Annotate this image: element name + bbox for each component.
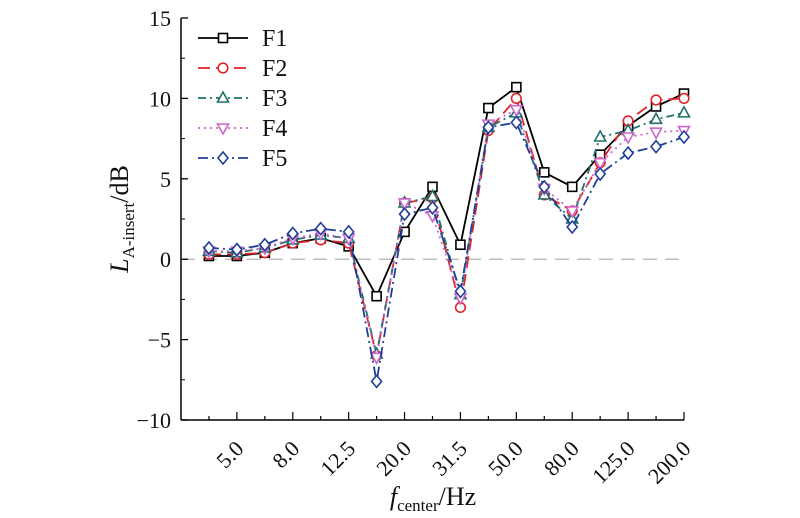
legend-marker-F3 — [216, 90, 230, 103]
data-point-F5 — [650, 139, 663, 154]
data-point-F5 — [342, 224, 355, 240]
data-point-F5 — [202, 240, 215, 256]
series-F4 — [202, 104, 691, 365]
y-tick-label: 0 — [160, 247, 171, 272]
legend-label-F1: F1 — [262, 26, 287, 52]
data-point-F4 — [509, 104, 524, 118]
legend-marker-F2 — [217, 62, 229, 74]
data-point-F1 — [566, 181, 578, 193]
data-point-F5 — [370, 374, 383, 389]
legend-label-F5: F5 — [262, 146, 287, 172]
legend-item-F1: F1 — [198, 26, 287, 52]
data-point-F4 — [397, 198, 412, 211]
y-tick-label: −5 — [148, 328, 171, 353]
series-line-F5 — [208, 121, 685, 382]
data-point-F5 — [454, 284, 467, 299]
data-point-F3 — [593, 129, 608, 142]
data-point-F5 — [510, 115, 523, 130]
legend-label-F4: F4 — [262, 116, 287, 142]
data-point-F2 — [510, 92, 522, 104]
series-layer — [202, 81, 691, 389]
data-point-F3 — [677, 105, 691, 118]
x-tick-label: 5.0 — [211, 436, 248, 473]
y-axis-label: LA-insert/dB — [105, 165, 138, 274]
data-point-F5 — [566, 219, 579, 235]
x-axis-label: fcenter/Hz — [390, 482, 476, 515]
data-point-F5 — [482, 120, 495, 135]
data-point-F1 — [538, 167, 550, 178]
x-tick-label: 12.5 — [315, 436, 360, 481]
legend: F1 F2 F3 F4 F5 — [198, 26, 287, 172]
x-axis-label-main: f — [390, 482, 401, 511]
data-point-F5 — [538, 179, 551, 195]
data-point-F5 — [426, 200, 439, 215]
legend-marker-F1 — [217, 32, 229, 44]
data-point-F3 — [649, 111, 663, 125]
ticks-layer: −10 −5 0 5 10 15 5.0 8.0 12.5 20.0 31.5 50.0 80.0 125… — [137, 6, 696, 489]
data-point-F5 — [677, 129, 691, 145]
legend-marker-F4 — [216, 123, 230, 136]
y-axis-label-sub: A-insert — [119, 202, 138, 258]
data-point-F1 — [511, 81, 522, 93]
y-tick-label: −10 — [137, 408, 171, 433]
data-point-F5 — [622, 145, 635, 161]
data-point-F1 — [483, 102, 494, 114]
x-axis-label-rest: /Hz — [439, 482, 477, 511]
legend-item-F2: F2 — [198, 56, 287, 82]
data-point-F4 — [621, 132, 635, 145]
legend-item-F5: F5 — [198, 146, 287, 172]
y-tick-label: 5 — [160, 167, 171, 192]
y-axis-label-main: L — [105, 258, 134, 273]
data-point-F4 — [565, 206, 580, 219]
data-point-F2 — [650, 94, 662, 106]
y-tick-label: 10 — [149, 86, 171, 111]
data-point-F5 — [258, 237, 271, 252]
data-point-F3 — [425, 188, 440, 202]
data-point-F5 — [398, 206, 411, 222]
series-F5 — [202, 115, 691, 389]
data-point-F1 — [455, 239, 466, 251]
x-tick-label: 80.0 — [539, 436, 584, 481]
x-axis-label-sub: center — [397, 496, 439, 515]
data-point-F1 — [371, 290, 382, 302]
data-point-F4 — [593, 157, 608, 171]
x-tick-label: 20.0 — [371, 436, 416, 481]
series-line-F3 — [208, 111, 685, 355]
legend-label-F3: F3 — [262, 86, 287, 112]
data-point-F5 — [286, 226, 299, 241]
data-point-F4 — [369, 352, 384, 365]
data-point-F5 — [594, 166, 607, 182]
data-point-F5 — [314, 221, 327, 236]
legend-marker-F5 — [216, 150, 230, 166]
legend-item-F4: F4 — [198, 116, 287, 142]
y-axis-label-rest: /dB — [105, 165, 134, 203]
series-F3 — [202, 105, 691, 359]
x-tick-label: 125.0 — [587, 436, 640, 489]
y-tick-label: 15 — [149, 6, 171, 31]
legend-label-F2: F2 — [262, 56, 287, 82]
x-tick-label: 50.0 — [483, 436, 528, 481]
data-point-F4 — [649, 127, 663, 140]
legend-item-F3: F3 — [198, 86, 287, 112]
x-tick-label: 8.0 — [267, 436, 304, 473]
data-point-F5 — [230, 242, 243, 257]
x-tick-label: 200.0 — [643, 436, 696, 489]
x-tick-label: 31.5 — [427, 436, 472, 481]
data-point-F2 — [678, 92, 690, 104]
